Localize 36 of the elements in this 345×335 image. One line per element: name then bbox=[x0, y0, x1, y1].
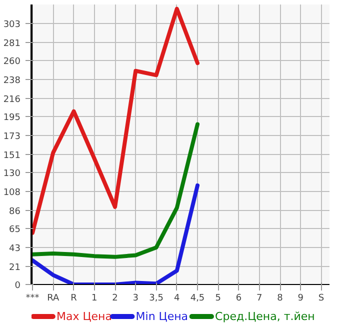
y-tick-label: 216 bbox=[3, 94, 21, 105]
x-tick-label: 1 bbox=[92, 294, 98, 304]
x-tick-label: 4,5 bbox=[190, 294, 205, 304]
y-tick-label: 303 bbox=[3, 20, 21, 30]
line-series bbox=[32, 6, 200, 235]
y-tick-label: 238 bbox=[3, 76, 21, 86]
y-tick-label: 21 bbox=[9, 262, 20, 273]
y-tick-label: 65 bbox=[9, 225, 20, 235]
y-tick-label: 260 bbox=[3, 57, 21, 67]
x-tick-label: *** bbox=[26, 294, 40, 304]
line-series bbox=[32, 122, 200, 259]
x-tick-label: 8 bbox=[277, 294, 284, 304]
x-tick-label: 5 bbox=[215, 294, 222, 304]
x-tick-label: 7 bbox=[256, 294, 262, 304]
y-tick-label: 130 bbox=[3, 169, 21, 179]
legend-label: Max Цена bbox=[56, 310, 112, 323]
y-tick-label: 195 bbox=[3, 113, 21, 123]
legend-label: Min Цена bbox=[136, 310, 188, 323]
x-tick-label: 4 bbox=[174, 294, 180, 304]
x-tick-label: RA bbox=[47, 294, 60, 304]
y-tick-label: 173 bbox=[3, 132, 21, 142]
x-tick-label: 3 bbox=[132, 294, 139, 304]
legend-label: Сред.Цена, т.йен bbox=[215, 310, 315, 323]
y-tick-label: 281 bbox=[3, 38, 21, 49]
y-tick-label: 151 bbox=[3, 150, 21, 161]
x-tick-label: 9 bbox=[298, 294, 304, 304]
line-series bbox=[32, 183, 200, 284]
x-tick-label: R bbox=[70, 294, 77, 304]
y-tick-label: 86 bbox=[9, 206, 21, 217]
y-tick-label: 43 bbox=[9, 244, 20, 254]
x-tick-label: 3,5 bbox=[149, 294, 164, 304]
y-tick-label: 108 bbox=[3, 188, 21, 198]
y-tick-label: 0 bbox=[14, 281, 21, 291]
x-tick-label: 6 bbox=[236, 294, 242, 304]
x-tick-label: 2 bbox=[112, 294, 118, 304]
x-tick-label: S bbox=[318, 294, 324, 304]
